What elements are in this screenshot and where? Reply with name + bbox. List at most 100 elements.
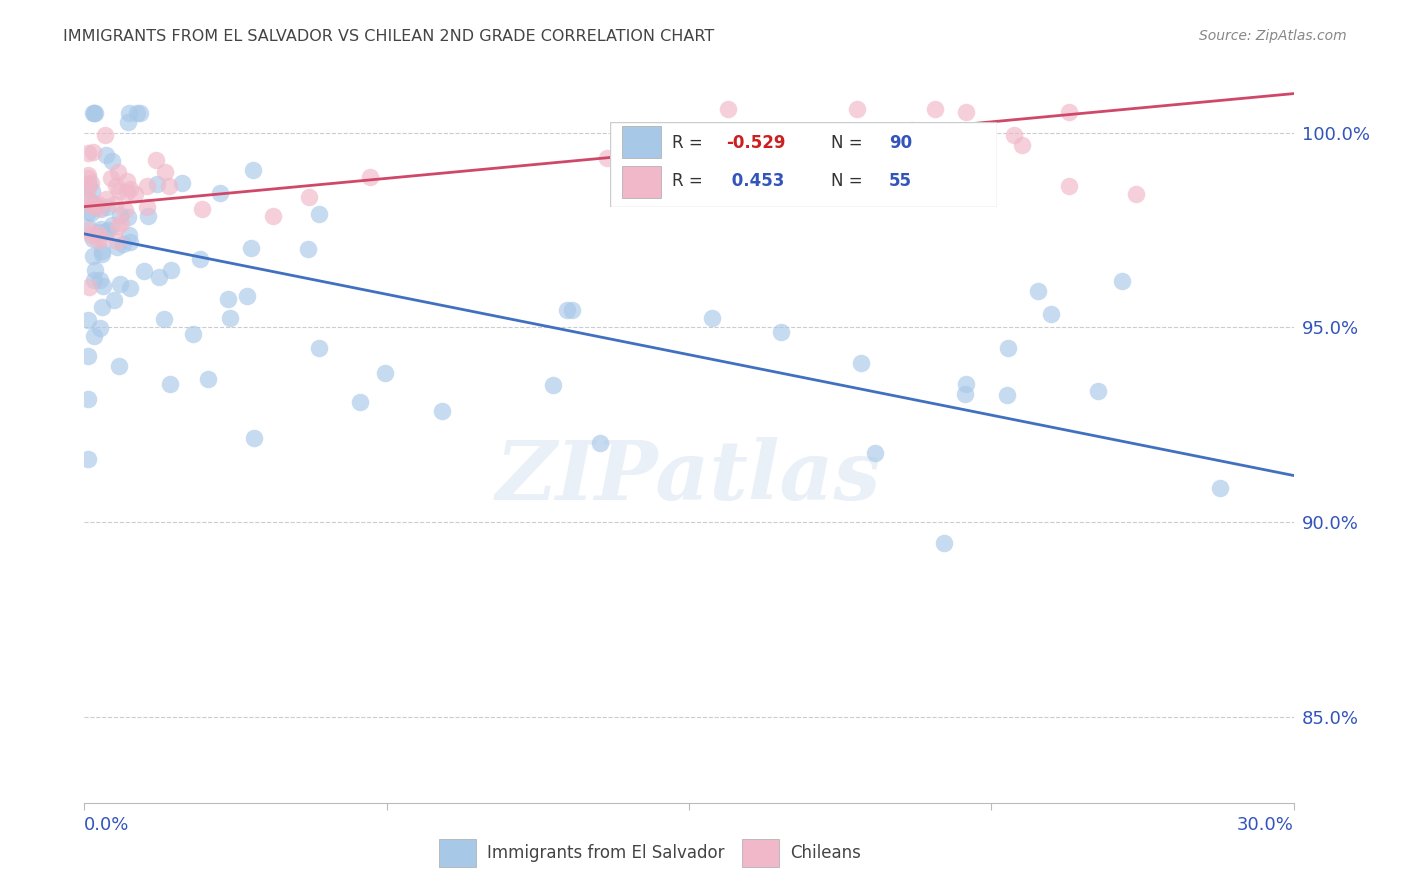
Point <box>148 269 170 284</box>
Point <box>541 378 564 392</box>
Point <box>955 377 977 392</box>
Point <box>117 115 139 129</box>
Point <box>87 197 110 211</box>
Point <box>115 174 138 188</box>
Point <box>1209 481 1232 495</box>
Point <box>80 185 103 199</box>
Point <box>83 106 105 120</box>
Point <box>90 300 112 314</box>
Point <box>145 153 167 168</box>
Point <box>94 225 117 239</box>
Point <box>1026 284 1049 298</box>
Point <box>80 198 103 212</box>
Point <box>190 252 212 267</box>
Point <box>107 219 129 233</box>
Point <box>955 105 977 120</box>
Point <box>107 165 129 179</box>
Point <box>80 176 103 190</box>
Point <box>297 190 319 204</box>
Point <box>1087 384 1109 398</box>
Point <box>77 192 100 206</box>
Point <box>103 293 125 307</box>
Point <box>79 227 101 242</box>
Point <box>770 325 793 339</box>
Point <box>77 223 100 237</box>
Point <box>374 366 396 380</box>
Point <box>157 178 180 193</box>
Point <box>135 178 157 193</box>
Point <box>262 210 284 224</box>
Point <box>97 223 120 237</box>
Point <box>87 233 110 247</box>
Point <box>132 264 155 278</box>
Point <box>717 102 740 116</box>
Point <box>90 222 112 236</box>
Text: 0.0%: 0.0% <box>84 816 129 834</box>
Text: 30.0%: 30.0% <box>1237 816 1294 834</box>
Point <box>308 341 330 355</box>
Point <box>89 321 111 335</box>
Point <box>159 263 181 277</box>
Point <box>129 106 152 120</box>
Point <box>90 244 112 259</box>
Point <box>82 199 104 213</box>
Text: 2nd Grade: 2nd Grade <box>0 392 3 473</box>
Point <box>208 186 231 200</box>
Point <box>1002 128 1025 142</box>
Point <box>87 201 110 215</box>
Point <box>96 148 118 162</box>
Point <box>84 262 107 277</box>
Point <box>219 311 242 326</box>
Point <box>159 376 181 391</box>
Point <box>108 359 131 374</box>
Point <box>973 137 995 152</box>
Point <box>77 170 100 185</box>
Point <box>217 292 239 306</box>
Point <box>91 247 114 261</box>
Point <box>308 206 330 220</box>
Point <box>849 356 872 370</box>
Point <box>96 192 118 206</box>
Point <box>100 153 122 168</box>
Point <box>997 341 1019 355</box>
Point <box>111 237 134 252</box>
Point <box>110 216 132 230</box>
Point <box>84 106 107 120</box>
Point <box>93 128 115 142</box>
Point <box>197 371 219 385</box>
Point <box>82 231 104 245</box>
Point <box>93 279 115 293</box>
Point <box>136 200 159 214</box>
Point <box>83 273 105 287</box>
Point <box>932 536 955 550</box>
Point <box>359 170 381 185</box>
Point <box>124 187 146 202</box>
Text: ZIPatlas: ZIPatlas <box>496 437 882 517</box>
Point <box>84 198 107 212</box>
Point <box>242 162 264 177</box>
Point <box>101 218 124 232</box>
Point <box>105 234 128 248</box>
Point <box>1057 105 1080 120</box>
Point <box>647 144 669 158</box>
Point <box>77 452 100 467</box>
Point <box>89 273 111 287</box>
Point <box>1039 307 1062 321</box>
Point <box>91 231 114 245</box>
Point <box>118 181 141 195</box>
Point <box>924 102 946 116</box>
Point <box>114 202 136 217</box>
Point <box>107 240 129 254</box>
Point <box>96 201 118 215</box>
Point <box>117 106 139 120</box>
Point <box>1057 178 1080 193</box>
Point <box>79 206 101 220</box>
Point <box>555 303 578 318</box>
Point <box>77 205 100 219</box>
Point <box>77 168 100 182</box>
Point <box>79 280 101 294</box>
Point <box>153 165 176 179</box>
Point <box>863 445 886 459</box>
Point <box>170 176 193 190</box>
Point <box>588 435 610 450</box>
